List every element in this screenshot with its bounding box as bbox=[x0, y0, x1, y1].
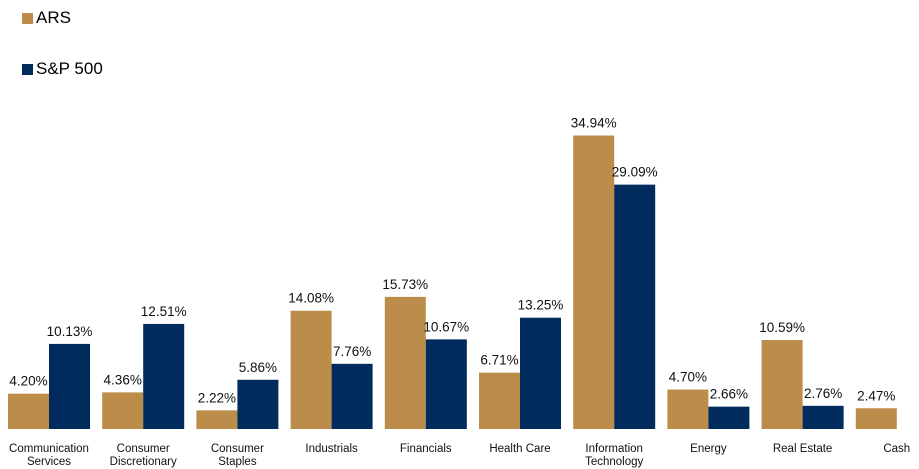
data-label-ars-1: 4.36% bbox=[104, 372, 142, 387]
bar-ars-4 bbox=[384, 296, 426, 429]
bar-sp500-0 bbox=[49, 343, 90, 429]
bar-ars-2 bbox=[196, 410, 238, 429]
data-label-sp500-8: 2.76% bbox=[804, 386, 842, 401]
legend-item-ars: ARS bbox=[22, 8, 71, 28]
data-label-ars-6: 34.94% bbox=[571, 116, 617, 131]
data-label-sp500-6: 29.09% bbox=[612, 165, 658, 180]
data-label-sp500-2: 5.86% bbox=[239, 360, 277, 375]
bar-ars-6 bbox=[573, 135, 615, 429]
category-label-4: Financials bbox=[400, 443, 452, 455]
data-label-ars-9: 2.47% bbox=[857, 388, 895, 403]
category-label-8: Real Estate bbox=[773, 443, 832, 455]
category-label-6: Information Technology bbox=[585, 443, 643, 468]
data-label-ars-0: 4.20% bbox=[9, 374, 47, 389]
bar-ars-5 bbox=[479, 372, 520, 429]
data-label-sp500-1: 12.51% bbox=[141, 304, 187, 319]
legend-swatch-ars bbox=[22, 12, 33, 24]
data-label-ars-8: 10.59% bbox=[759, 320, 805, 335]
bar-sp500-7 bbox=[708, 406, 750, 429]
data-label-sp500-0: 10.13% bbox=[47, 324, 93, 339]
category-label-5: Health Care bbox=[489, 443, 550, 455]
category-label-3: Industrials bbox=[305, 443, 358, 455]
bar-sp500-5 bbox=[520, 317, 561, 429]
bar-ars-1 bbox=[102, 392, 144, 429]
legend-item-sp500: S&P 500 bbox=[22, 59, 103, 79]
bar-ars-8 bbox=[761, 340, 803, 429]
bar-ars-7 bbox=[667, 389, 709, 429]
category-label-0: Communication Services bbox=[9, 443, 89, 468]
category-label-2: Consumer Staples bbox=[211, 443, 264, 468]
legend-swatch-sp500 bbox=[22, 63, 33, 75]
category-label-1: Consumer Discretionary bbox=[110, 443, 177, 468]
bar-sp500-8 bbox=[802, 405, 844, 429]
legend-label-ars: ARS bbox=[36, 8, 71, 27]
data-label-sp500-7: 2.66% bbox=[710, 387, 748, 402]
data-label-sp500-5: 13.25% bbox=[518, 298, 564, 313]
category-label-7: Energy bbox=[690, 443, 727, 455]
bar-sp500-1 bbox=[143, 323, 185, 429]
category-label-9: Cash bbox=[883, 443, 910, 455]
bar-ars-3 bbox=[290, 310, 332, 429]
bar-sp500-4 bbox=[425, 339, 467, 429]
data-label-ars-4: 15.73% bbox=[382, 277, 428, 292]
data-label-ars-2: 2.22% bbox=[198, 390, 236, 405]
legend-label-sp500: S&P 500 bbox=[36, 59, 103, 78]
bar-sp500-6 bbox=[614, 184, 656, 429]
bar-sp500-2 bbox=[237, 379, 279, 429]
data-label-ars-3: 14.08% bbox=[288, 291, 334, 306]
data-label-ars-7: 4.70% bbox=[669, 370, 707, 385]
bar-ars-0 bbox=[8, 393, 49, 429]
data-label-sp500-4: 10.67% bbox=[423, 319, 469, 334]
bar-sp500-3 bbox=[331, 363, 373, 429]
data-label-ars-5: 6.71% bbox=[480, 353, 518, 368]
bar-ars-9 bbox=[855, 408, 897, 429]
data-label-sp500-3: 7.76% bbox=[333, 344, 371, 359]
